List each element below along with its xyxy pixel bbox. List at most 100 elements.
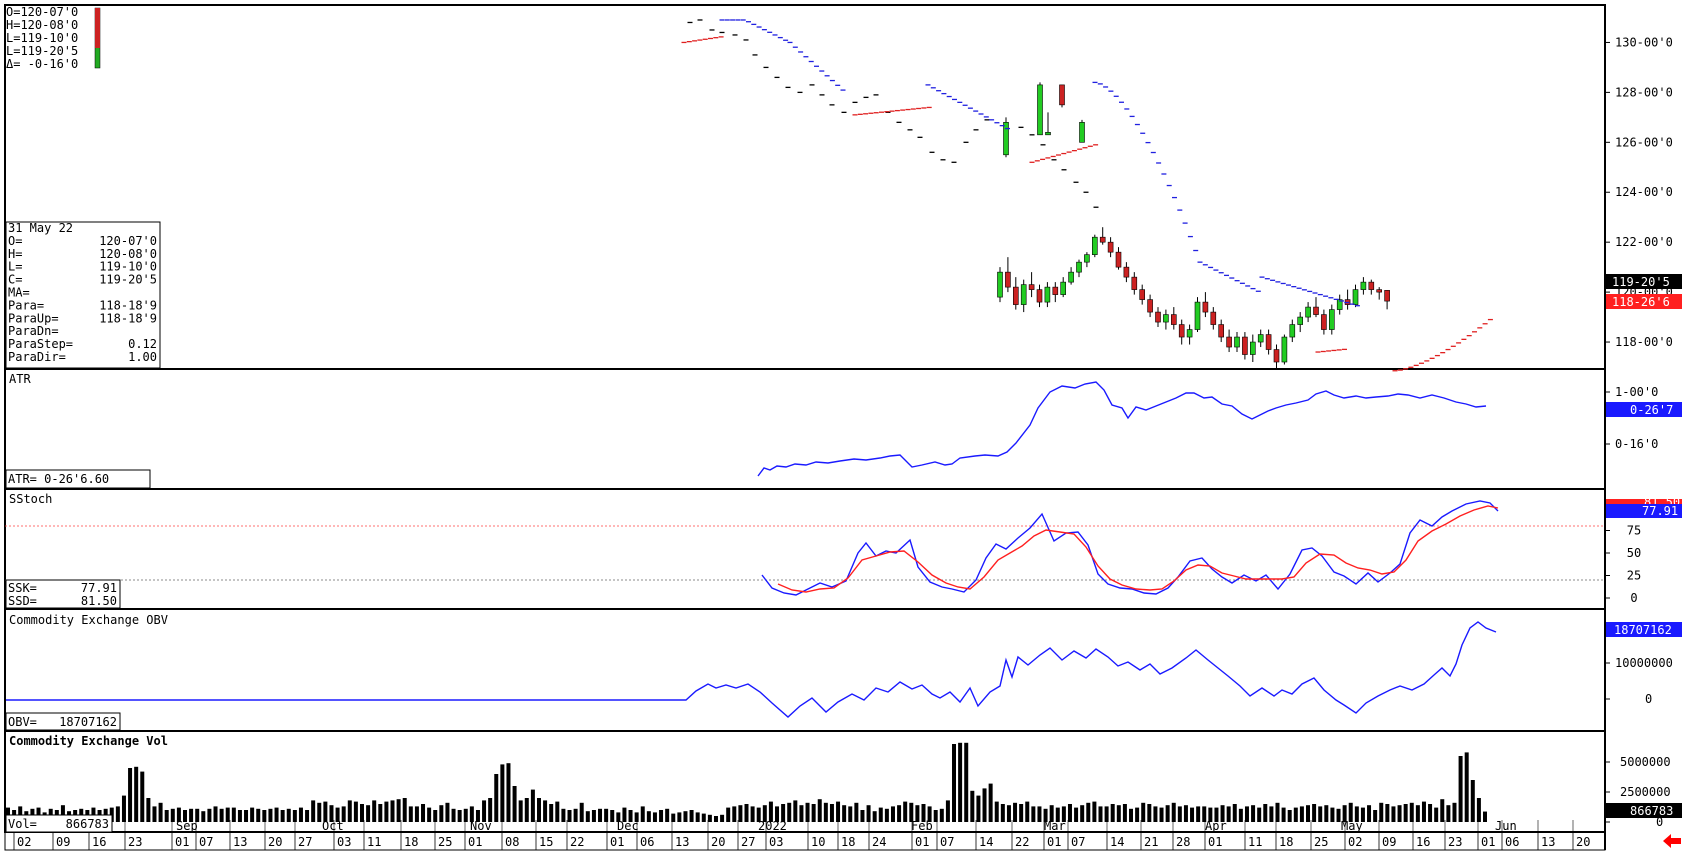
volume-bar: [536, 798, 541, 822]
volume-bar: [1141, 802, 1146, 822]
volume-bar: [610, 810, 615, 822]
volume-bar: [366, 805, 371, 822]
volume-bar: [909, 802, 914, 822]
day-label: 20: [268, 835, 282, 849]
volume-bar: [982, 788, 987, 822]
volume-bar: [561, 808, 566, 822]
obv-label: OBV=: [8, 715, 37, 729]
price-tick-label: 122-00'0: [1615, 235, 1673, 249]
info-key: ParaUp=: [8, 311, 59, 325]
volume-bar: [958, 742, 963, 822]
volume-bar: [762, 805, 767, 822]
candle-body: [1107, 241, 1114, 253]
volume-bar: [182, 810, 187, 822]
day-label: 23: [128, 835, 142, 849]
month-label: Feb: [911, 819, 933, 833]
volume-bar: [1190, 807, 1195, 822]
volume-bar: [781, 804, 786, 822]
volume-bar: [567, 810, 572, 822]
volume-bar: [970, 790, 975, 822]
day-label: 11: [1248, 835, 1262, 849]
volume-bar: [152, 806, 157, 822]
candle-body: [1068, 271, 1074, 283]
volume-bar: [1000, 804, 1005, 822]
candle-body: [1226, 336, 1232, 348]
volume-bar: [811, 804, 816, 822]
volume-title: Commodity Exchange Vol: [9, 734, 168, 748]
volume-bar: [1025, 801, 1030, 822]
volume-bar: [1379, 802, 1384, 822]
atr-plot: [757, 381, 1487, 477]
candle-body: [1099, 236, 1106, 243]
candle-body: [1297, 316, 1303, 325]
volume-bar: [1434, 807, 1439, 822]
volume-bar: [128, 768, 133, 822]
volume-bar: [1116, 805, 1121, 822]
volume-bar: [347, 800, 352, 822]
day-label: 01: [468, 835, 482, 849]
candle-body: [1044, 286, 1051, 303]
candle-body: [1084, 254, 1090, 263]
volume-bar: [451, 808, 456, 822]
volume-bar: [1232, 804, 1237, 822]
day-label: 10: [811, 835, 825, 849]
info-box: 31 May 22O= 120-07'0 H= 120-08'0 L= 119-10'0 C…: [5, 221, 161, 369]
volume-bar: [939, 808, 944, 822]
stoch-d-line: [777, 505, 1499, 593]
volume-bar: [695, 812, 700, 822]
volume-bar: [665, 808, 670, 822]
month-label: Nov: [470, 819, 492, 833]
volume-bar: [713, 816, 718, 822]
volume-bar: [408, 806, 413, 822]
day-label: 27: [741, 835, 755, 849]
volume-bar: [274, 807, 279, 822]
volume-bar: [372, 800, 377, 822]
ssd-value: 81.50: [81, 594, 117, 608]
candle-body: [1305, 306, 1311, 318]
volume-bar: [1074, 807, 1079, 822]
volume-bar: [384, 801, 389, 822]
price-tick-label: 118-00'0: [1615, 335, 1673, 349]
volume-bar: [1244, 806, 1249, 822]
obv-title: Commodity Exchange OBV: [9, 613, 168, 627]
day-label: 07: [940, 835, 954, 849]
candle-body: [1003, 122, 1009, 156]
atr-title: ATR: [9, 372, 31, 386]
volume-bar: [359, 804, 364, 822]
volume-bar: [225, 807, 230, 822]
volume-bar: [720, 814, 725, 822]
ssk-value: 77.91: [81, 581, 117, 595]
day-label: 25: [438, 835, 452, 849]
volume-bar: [1110, 804, 1115, 822]
volume-bar: [793, 800, 798, 822]
candle-body: [1020, 284, 1027, 305]
sar-price-tag: [1606, 294, 1682, 309]
candle-body: [1242, 336, 1248, 355]
volume-bar: [1153, 806, 1158, 822]
info-key: ParaDir=: [8, 350, 66, 364]
volume-bar: [18, 806, 23, 822]
day-label: 16: [92, 835, 106, 849]
volume-bar: [298, 807, 303, 822]
volume-bar: [994, 801, 999, 822]
sar-price-label: 118-26'6: [1612, 295, 1670, 309]
scroll-right-arrow-icon[interactable]: [1663, 834, 1681, 848]
volume-bar: [732, 806, 737, 822]
ssd-label: SSD=: [8, 594, 37, 608]
candle-body: [1329, 309, 1335, 330]
stoch-tick-label: 75: [1627, 524, 1641, 538]
stoch-last-label: 77.91: [1642, 504, 1678, 518]
day-label: 01: [1481, 835, 1495, 849]
candle-body: [1281, 336, 1288, 363]
day-label: 11: [367, 835, 381, 849]
day-label: 21: [1144, 835, 1158, 849]
volume-bar: [1391, 806, 1396, 822]
stoch-plot: [5, 500, 1605, 596]
volume-bar: [927, 806, 932, 822]
volume-bar: [1421, 801, 1426, 822]
volume-bar: [518, 800, 523, 822]
info-value: 1.00: [128, 350, 157, 364]
day-label: 02: [17, 835, 31, 849]
candle-body: [1171, 314, 1177, 325]
